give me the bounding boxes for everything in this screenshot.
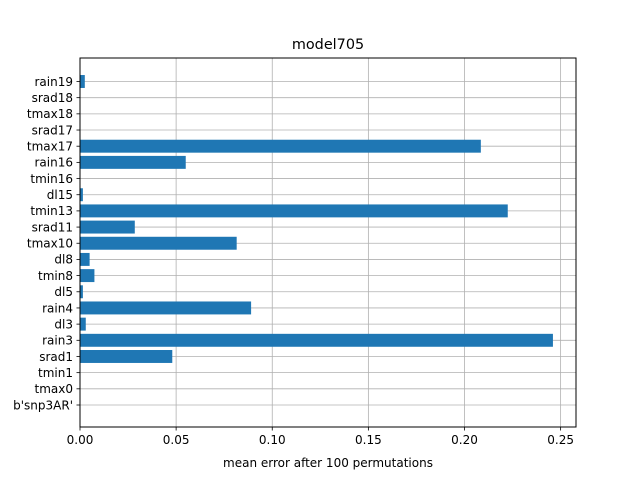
y-tick-label: tmax18 [27,107,73,121]
bar [80,155,186,169]
bar [80,285,83,299]
bar [80,220,135,234]
bar [80,317,86,331]
y-tick-label: tmax10 [27,237,73,251]
x-tick-label: 0.20 [451,433,478,447]
bar [80,301,252,315]
y-tick-label: srad18 [32,91,73,105]
y-tick-label: b'snp3AR' [13,398,73,412]
y-tick-label: srad11 [32,220,73,234]
y-axis-ticks: b'snp3AR' tmax0 tmin1 srad1 rain3 dl3 rain4 dl5… [13,75,80,412]
y-tick-label: srad1 [39,350,73,364]
y-tick-label: tmin16 [30,172,73,186]
y-tick-label: dl3 [54,317,73,331]
bar [80,350,173,363]
y-tick-label: tmin13 [30,204,73,218]
bar [80,139,481,153]
x-tick-label: 0.10 [259,433,286,447]
y-tick-label: rain3 [42,334,73,348]
y-tick-label: rain19 [35,75,74,89]
y-tick-label: rain4 [42,301,73,315]
y-tick-label: dl5 [54,285,73,299]
y-tick-label: dl8 [54,253,73,267]
plot-frame [79,57,577,428]
y-tick-label: rain16 [35,156,74,170]
bar [80,204,508,218]
x-tick-label: 0.00 [67,433,94,447]
y-tick-label: srad17 [32,123,73,137]
bar [80,269,95,283]
y-tick-label: tmax0 [35,382,73,396]
x-tick-label: 0.25 [547,433,574,447]
bar [80,188,83,202]
bar [80,333,553,347]
bars [80,75,553,363]
y-tick-label: tmin1 [38,366,73,380]
bar [80,75,85,88]
chart-title: model705 [292,37,364,53]
x-axis-ticks: 0.00 0.05 0.10 0.15 0.20 0.25 [67,427,574,447]
y-tick-label: dl15 [47,188,73,202]
bar [80,252,90,266]
y-tick-label: tmin8 [38,269,73,283]
x-tick-label: 0.15 [355,433,382,447]
x-axis-label: mean error after 100 permutations [223,456,433,470]
x-tick-label: 0.05 [163,433,190,447]
y-tick-label: tmax17 [27,140,73,154]
bar [80,236,237,250]
